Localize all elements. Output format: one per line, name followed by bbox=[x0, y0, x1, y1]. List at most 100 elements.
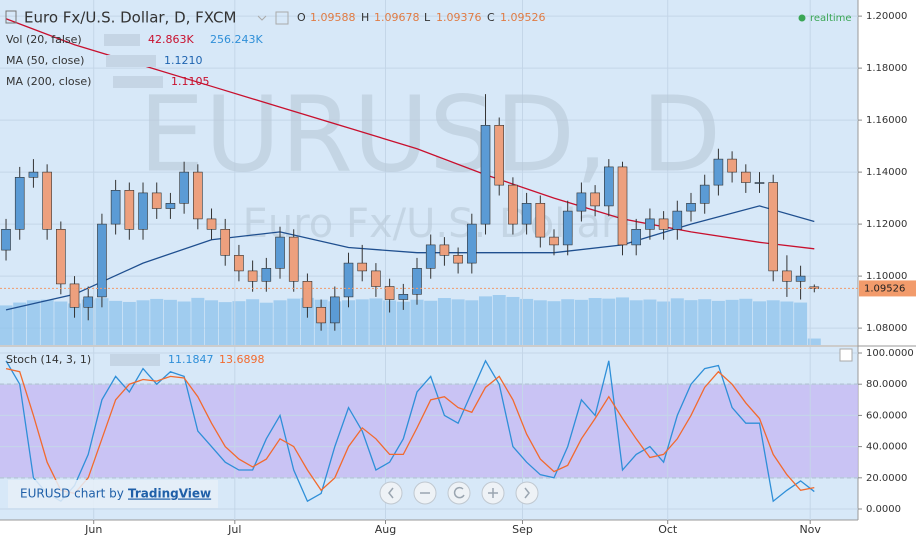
volume-bar bbox=[424, 300, 438, 345]
candle-body bbox=[124, 190, 135, 230]
volume-bar bbox=[109, 300, 123, 345]
candle-body bbox=[795, 275, 806, 282]
price-axis bbox=[858, 0, 916, 538]
volume-bar bbox=[369, 298, 383, 345]
candle-body bbox=[617, 166, 628, 246]
maximize-button[interactable] bbox=[839, 348, 853, 362]
dropdown-icon[interactable] bbox=[257, 15, 267, 21]
settings-icon[interactable] bbox=[275, 11, 289, 25]
candle-body bbox=[549, 236, 559, 246]
candle-body bbox=[83, 296, 94, 308]
candle-body bbox=[110, 190, 121, 225]
volume-bar bbox=[629, 300, 643, 345]
volume-bar bbox=[561, 299, 575, 345]
x-tick-label: Aug bbox=[375, 523, 396, 536]
volume-bar bbox=[465, 300, 479, 345]
candle-body bbox=[590, 192, 600, 207]
volume-bar bbox=[300, 297, 314, 345]
candle-body bbox=[261, 268, 272, 282]
candle-body bbox=[741, 171, 751, 183]
nav-icons bbox=[388, 486, 530, 499]
volume-bar bbox=[396, 301, 410, 345]
candle-body bbox=[576, 192, 587, 212]
volume-bar bbox=[698, 299, 712, 345]
candle-body bbox=[809, 286, 820, 289]
volume-bar bbox=[492, 295, 506, 345]
volume-bar bbox=[273, 300, 287, 345]
x-tick-label: Sep bbox=[512, 523, 533, 536]
x-tick-label: Nov bbox=[799, 523, 821, 536]
x-tick-label: Jun bbox=[84, 523, 102, 536]
candle-body bbox=[754, 182, 765, 184]
ohlc-key: C bbox=[487, 11, 495, 24]
high-value: 1.09678 bbox=[374, 11, 420, 24]
scroll-left-button[interactable] bbox=[379, 481, 403, 505]
indicator-controls[interactable] bbox=[110, 354, 160, 366]
candle-body bbox=[220, 229, 231, 256]
candle-body bbox=[234, 255, 244, 272]
volume-bar bbox=[342, 300, 356, 345]
volume-bar bbox=[725, 299, 739, 345]
footer-text: EURUSD chart by bbox=[20, 487, 124, 501]
open-value: 1.09588 bbox=[310, 11, 356, 24]
y-tick-label: 40.0000 bbox=[866, 442, 907, 453]
y-tick-label: 60.0000 bbox=[866, 410, 907, 421]
candle-body bbox=[302, 281, 313, 308]
stoch-d-value: 13.6898 bbox=[219, 353, 265, 366]
ohlc-key: H bbox=[361, 11, 369, 24]
candle-body bbox=[343, 262, 354, 298]
candle-body bbox=[645, 218, 655, 230]
volume-ma-value: 256.243K bbox=[210, 33, 263, 46]
candle-body bbox=[686, 203, 696, 212]
volume-bar bbox=[191, 297, 205, 345]
candle-body bbox=[713, 158, 724, 186]
volume-bar bbox=[547, 301, 561, 345]
candle-body bbox=[398, 294, 409, 300]
candle-body bbox=[425, 244, 436, 269]
candle-body bbox=[69, 283, 80, 308]
y-tick-label: 1.20000 bbox=[866, 11, 907, 22]
volume-bar bbox=[794, 302, 808, 345]
candle-body bbox=[42, 171, 52, 230]
indicator-controls[interactable] bbox=[104, 34, 140, 46]
x-tick-label: Oct bbox=[658, 523, 678, 536]
volume-bar bbox=[163, 299, 177, 345]
candle-body bbox=[699, 184, 710, 204]
indicator-controls[interactable] bbox=[106, 55, 156, 67]
indicator-name: MA (200, close) bbox=[6, 75, 91, 88]
volume-bar bbox=[807, 338, 821, 345]
candle-body bbox=[357, 262, 368, 272]
candle-body bbox=[521, 203, 532, 225]
footer-link[interactable]: TradingView bbox=[128, 487, 211, 501]
candle-body bbox=[316, 307, 326, 324]
reset-button[interactable] bbox=[447, 481, 471, 505]
candle-body bbox=[562, 210, 573, 246]
symbol-icon[interactable] bbox=[5, 10, 17, 24]
candle-body bbox=[275, 236, 285, 269]
candle-body bbox=[151, 192, 162, 209]
time-axis bbox=[0, 520, 858, 538]
volume-bar bbox=[574, 299, 588, 345]
candle-body bbox=[206, 218, 217, 230]
scroll-right-button[interactable] bbox=[515, 481, 539, 505]
footer: EURUSD chart by TradingView bbox=[8, 480, 218, 508]
candle-body bbox=[412, 268, 422, 295]
volume-bar bbox=[54, 301, 68, 345]
price-label-box bbox=[859, 280, 916, 297]
candle-body bbox=[672, 210, 683, 230]
y-tick-label: 80.0000 bbox=[866, 379, 907, 390]
candle-body bbox=[480, 125, 491, 225]
watermark: EURUSD, D bbox=[139, 73, 722, 195]
indicator-name: MA (50, close) bbox=[6, 54, 84, 67]
candle-body bbox=[97, 223, 107, 298]
volume-bar bbox=[506, 296, 520, 345]
indicator-controls[interactable] bbox=[113, 76, 163, 88]
volume-bar bbox=[739, 298, 753, 345]
candle-body bbox=[658, 218, 669, 230]
volume-bar bbox=[437, 298, 451, 345]
stoch-k-line bbox=[5, 359, 815, 503]
volume-bar bbox=[122, 301, 136, 345]
volume-bar bbox=[753, 301, 767, 345]
volume-bar bbox=[684, 300, 698, 345]
